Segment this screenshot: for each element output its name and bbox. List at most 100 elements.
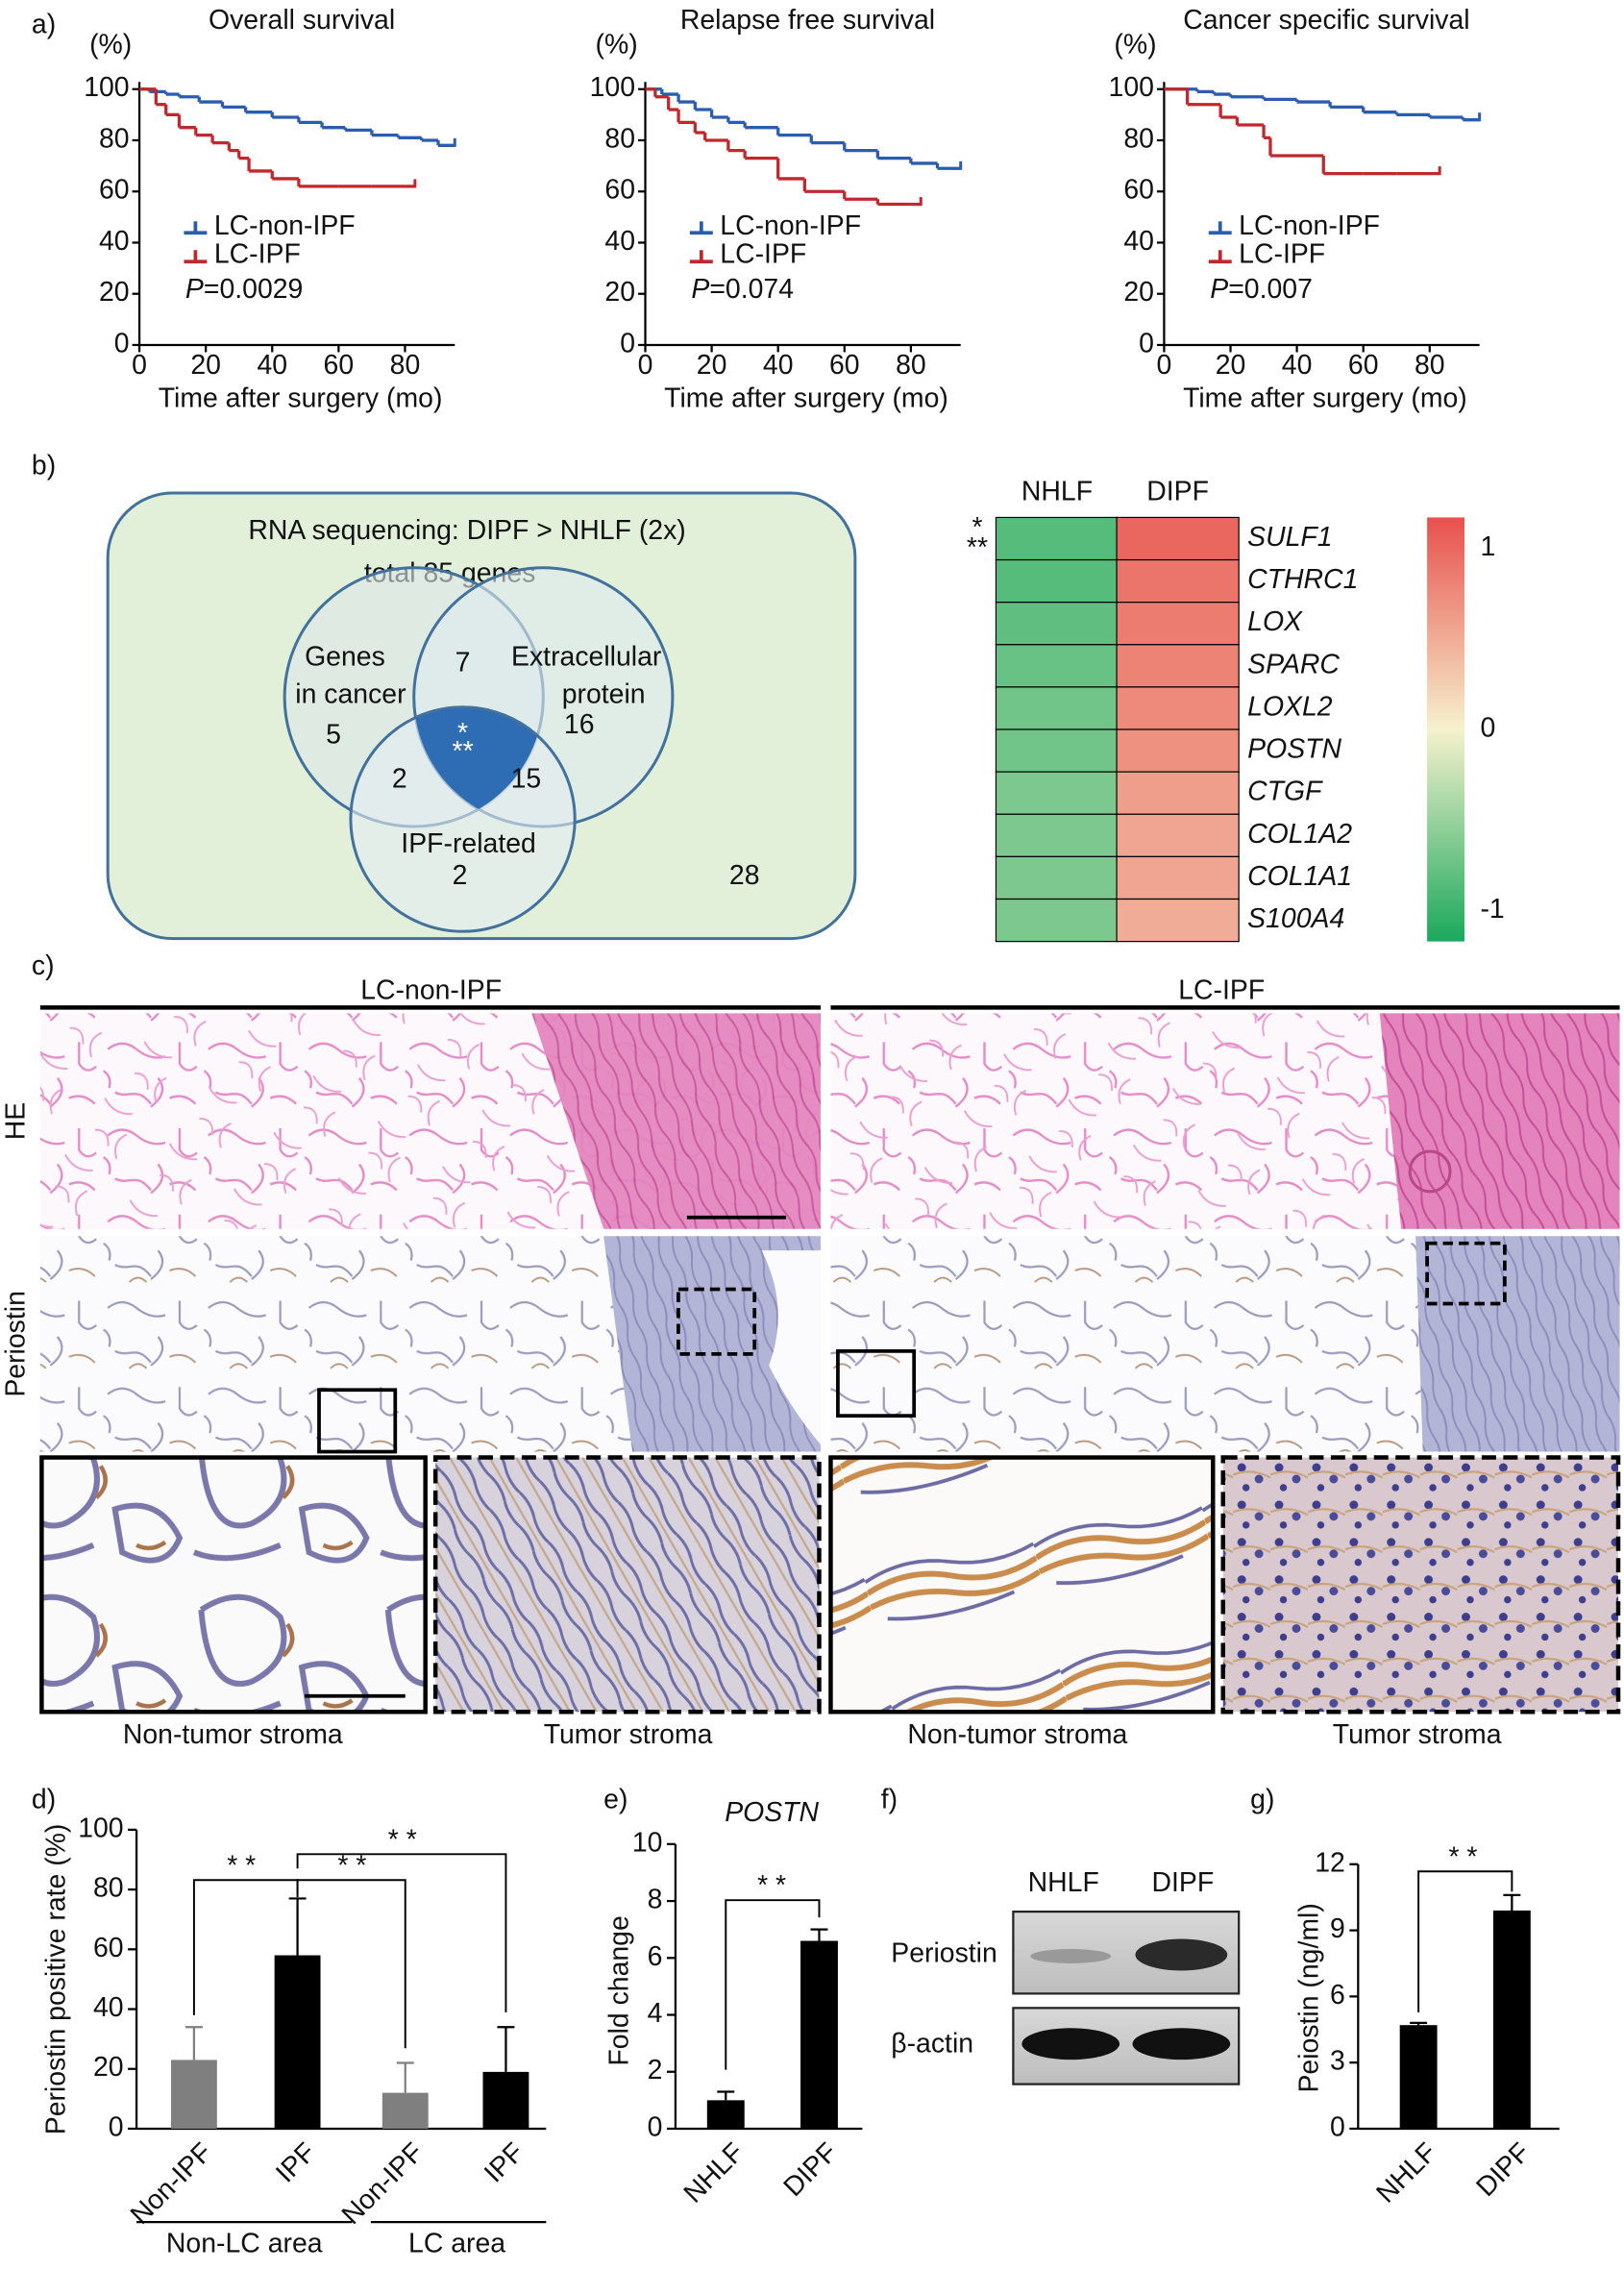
chart-title: Cancer specific survival bbox=[1183, 5, 1469, 36]
heatmap-cell bbox=[1116, 855, 1240, 901]
y-tick-label: 2 bbox=[648, 2055, 663, 2085]
x-tick-label: IPF bbox=[270, 2137, 322, 2189]
panel-label: a) bbox=[32, 9, 56, 39]
p-value: P=0.0029 bbox=[185, 274, 303, 305]
heatmap-cell bbox=[995, 771, 1120, 815]
group-label: Non-LC area bbox=[166, 2229, 323, 2259]
x-tick-label: 80 bbox=[1415, 350, 1445, 381]
significance-bracket bbox=[1417, 1870, 1513, 2012]
heatmap-cell bbox=[995, 602, 1120, 646]
row-label: HE bbox=[0, 1102, 31, 1140]
y-tick-label: 10 bbox=[632, 1827, 663, 1858]
x-tick-label: 60 bbox=[829, 350, 860, 381]
p-symbol: P bbox=[185, 274, 204, 305]
panel-label: d) bbox=[32, 1784, 56, 1814]
significance-bracket bbox=[296, 1879, 406, 2049]
y-tick-label: 20 bbox=[604, 277, 635, 308]
legend-label: LC-non-IPF bbox=[1239, 210, 1380, 241]
colorbar bbox=[1427, 517, 1464, 942]
y-tick-label: 80 bbox=[604, 123, 635, 154]
p-symbol: P bbox=[1210, 274, 1228, 305]
bar bbox=[1399, 2025, 1438, 2129]
x-tick-label: NHLF bbox=[1370, 2137, 1442, 2209]
y-tick-label: 100 bbox=[1109, 72, 1154, 103]
y-tick-label: 40 bbox=[93, 1992, 124, 2023]
y-tick-label: 20 bbox=[1123, 277, 1154, 308]
venn-count: 16 bbox=[564, 709, 595, 740]
bar bbox=[800, 1940, 838, 2129]
heatmap-cell bbox=[1116, 602, 1240, 646]
x-axis-label: Time after surgery (mo) bbox=[1183, 382, 1467, 413]
venn-label: in cancer bbox=[295, 679, 406, 709]
x-tick-label: Non-IPF bbox=[125, 2137, 218, 2231]
x-tick-label: 60 bbox=[1348, 350, 1379, 381]
column-header: DIPF bbox=[1146, 477, 1209, 507]
y-unit: (%) bbox=[89, 29, 132, 60]
y-tick-label: 80 bbox=[93, 1873, 124, 1904]
heatmap-cell bbox=[995, 898, 1120, 943]
venn-label: Genes bbox=[305, 641, 385, 672]
chart-title: Overall survival bbox=[209, 5, 395, 36]
heatmap-cell bbox=[995, 813, 1120, 857]
bar bbox=[381, 2092, 429, 2129]
caption: Non-tumor stroma bbox=[123, 1719, 343, 1750]
y-tick-label: 6 bbox=[1330, 1980, 1345, 2011]
x-tick-label: Non-IPF bbox=[336, 2137, 430, 2231]
y-tick-label: 0 bbox=[620, 328, 635, 358]
caption: Tumor stroma bbox=[1333, 1719, 1502, 1750]
legend-label: LC-IPF bbox=[1239, 239, 1325, 270]
heatmap-cell bbox=[1116, 516, 1240, 561]
he-images bbox=[39, 1013, 1620, 1229]
p-number: =0.0029 bbox=[204, 274, 303, 305]
gene-label: LOX bbox=[1247, 606, 1303, 637]
y-tick-label: 80 bbox=[99, 123, 130, 154]
significance-label: * * bbox=[337, 1850, 366, 1881]
gene-label: CTGF bbox=[1247, 777, 1323, 807]
y-tick-label: 9 bbox=[1330, 1913, 1345, 1944]
significance-label: * * bbox=[227, 1850, 256, 1881]
bar bbox=[1492, 1910, 1531, 2129]
x-tick-label: 0 bbox=[638, 350, 653, 381]
protein-label: β-actin bbox=[891, 2029, 973, 2060]
colorbar-tick-label: 0 bbox=[1480, 713, 1495, 744]
heatmap-cell bbox=[995, 686, 1120, 730]
y-tick-label: 40 bbox=[604, 226, 635, 257]
bar bbox=[706, 2100, 745, 2129]
x-tick-label: 20 bbox=[697, 350, 727, 381]
x-tick-label: 20 bbox=[1216, 350, 1246, 381]
gene-label: SPARC bbox=[1247, 649, 1340, 679]
lane-label: DIPF bbox=[1151, 1867, 1214, 1898]
x-axis-label: Time after surgery (mo) bbox=[664, 382, 948, 413]
x-tick-label: 20 bbox=[190, 350, 221, 381]
venn-label: IPF-related bbox=[401, 828, 536, 859]
panel-label: c) bbox=[32, 950, 55, 981]
heatmap-cell bbox=[995, 855, 1120, 901]
significance-label: * * bbox=[388, 1824, 417, 1855]
colorbar-tick-label: 1 bbox=[1480, 531, 1495, 562]
x-tick-label: DIPF bbox=[777, 2137, 843, 2203]
y-tick-label: 20 bbox=[99, 277, 130, 308]
y-tick-label: 0 bbox=[1139, 328, 1154, 358]
p-symbol: P bbox=[691, 274, 709, 305]
column-label: LC-IPF bbox=[1178, 975, 1265, 1005]
y-tick-label: 0 bbox=[648, 2111, 663, 2142]
venn-count: 28 bbox=[729, 860, 760, 891]
gene-label: COL1A1 bbox=[1247, 861, 1352, 892]
y-tick-label: 0 bbox=[114, 328, 130, 358]
protein-label: Periostin bbox=[891, 1938, 997, 1969]
venn-label: protein bbox=[562, 679, 646, 709]
heatmap-cell bbox=[1116, 644, 1240, 688]
gene-label: POSTN bbox=[1247, 734, 1341, 765]
y-tick-label: 60 bbox=[1123, 175, 1154, 206]
p-number: =0.007 bbox=[1228, 274, 1313, 305]
y-tick-label: 4 bbox=[648, 1998, 663, 2029]
x-axis-label: Time after surgery (mo) bbox=[159, 382, 443, 413]
venn-label: Extracellular bbox=[511, 641, 661, 672]
significance-label: * * bbox=[757, 1870, 786, 1901]
heatmap-cell bbox=[995, 644, 1120, 688]
legend-label: LC-non-IPF bbox=[720, 210, 861, 241]
heatmap-cell bbox=[1116, 813, 1240, 857]
y-tick-label: 8 bbox=[648, 1885, 663, 1915]
panel-label: b) bbox=[32, 451, 56, 481]
y-tick-label: 100 bbox=[78, 1813, 123, 1843]
